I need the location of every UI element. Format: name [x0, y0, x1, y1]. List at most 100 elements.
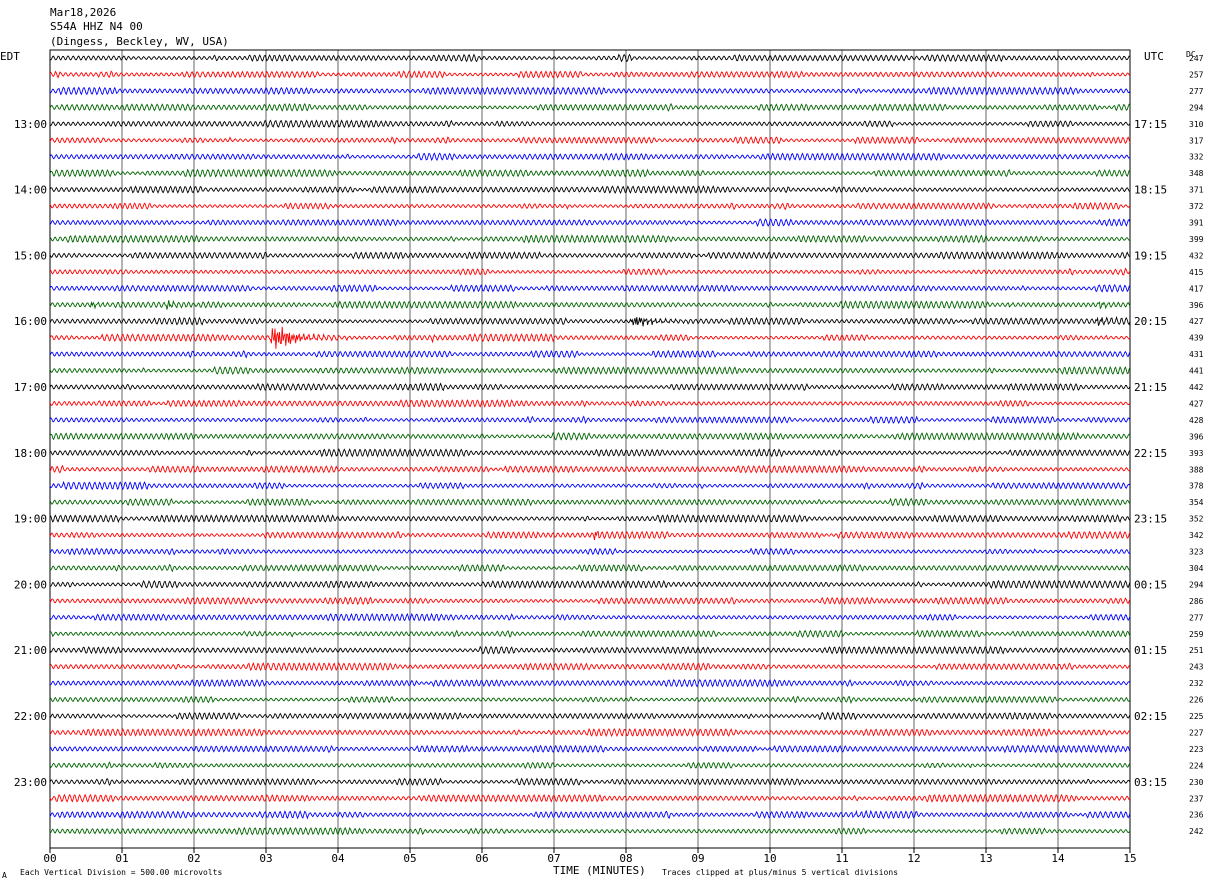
dc-offset-label: 224 — [1189, 761, 1204, 770]
trace-line — [49, 497, 1131, 507]
dc-offset-label: 388 — [1189, 465, 1204, 474]
trace-line — [49, 136, 1131, 145]
trace-line — [49, 777, 1131, 787]
x-axis-ticks: 00 01 02 03 04 05 06 07 08 09 10 11 12 13 14 15 — [43, 848, 1137, 865]
trace-line — [49, 382, 1131, 392]
edt-tick-label: 17:00 — [14, 381, 47, 394]
trace-line — [49, 447, 1131, 458]
utc-tick-label: 01:15 — [1134, 644, 1167, 657]
x-tick-label: 06 — [475, 852, 488, 865]
trace-line — [49, 727, 1131, 738]
utc-tick-label: 22:15 — [1134, 447, 1167, 460]
dc-offset-label: 251 — [1189, 646, 1204, 655]
x-tick-label: 10 — [763, 852, 776, 865]
dc-offset-label: 393 — [1189, 449, 1204, 458]
dc-offset-label: 304 — [1189, 564, 1204, 573]
dc-offset-label: 417 — [1189, 284, 1204, 293]
trace-line — [49, 315, 1131, 327]
trace-line — [49, 267, 1131, 276]
edt-tick-label: 22:00 — [14, 710, 47, 723]
dc-offset-label: 439 — [1189, 334, 1204, 343]
x-tick-label: 03 — [259, 852, 272, 865]
trace-line — [49, 152, 1131, 162]
header-date: Mar18,2026 — [50, 6, 116, 19]
trace-line — [49, 645, 1130, 655]
x-tick-label: 04 — [331, 852, 345, 865]
trace-line — [49, 218, 1131, 228]
dc-offset-label: 227 — [1189, 728, 1204, 737]
trace-line — [49, 464, 1131, 474]
trace-line — [49, 299, 1131, 310]
utc-axis-title: UTC — [1144, 50, 1164, 63]
x-tick-label: 05 — [403, 852, 416, 865]
trace-line — [49, 809, 1131, 820]
x-tick-label: 07 — [547, 852, 560, 865]
trace-line — [49, 612, 1131, 622]
trace-line — [49, 629, 1131, 639]
utc-tick-label: 00:15 — [1134, 578, 1167, 591]
trace-line — [49, 284, 1131, 293]
dc-offset-label: 259 — [1189, 630, 1204, 639]
trace-line — [49, 119, 1131, 129]
edt-axis-title: EDT — [0, 50, 20, 63]
edt-tick-label: 13:00 — [14, 118, 47, 131]
trace-line — [49, 250, 1131, 260]
trace-line — [49, 678, 1131, 688]
dc-offset-label: 442 — [1189, 383, 1204, 392]
trace-line — [49, 547, 1131, 556]
x-tick-label: 08 — [619, 852, 632, 865]
dc-offset-label: 277 — [1189, 613, 1204, 622]
dc-offset-label: 441 — [1189, 367, 1204, 376]
dc-offset-label: 396 — [1189, 432, 1204, 441]
trace-line — [49, 86, 1131, 96]
trace-line — [49, 70, 1131, 79]
dc-offset-label: 223 — [1189, 745, 1204, 754]
utc-tick-label: 23:15 — [1134, 513, 1167, 526]
dc-offset-label: 371 — [1189, 186, 1204, 195]
trace-line — [49, 711, 1131, 721]
dc-offset-label: 432 — [1189, 251, 1204, 260]
x-tick-label: 01 — [115, 852, 128, 865]
trace-line — [49, 761, 1131, 770]
edt-tick-labels: 13:00 14:00 15:00 16:00 17:00 18:00 19:00 20:00… — [14, 118, 47, 789]
x-tick-label: 11 — [835, 852, 848, 865]
trace-line — [49, 480, 1131, 491]
edt-tick-label: 15:00 — [14, 249, 47, 262]
x-tick-label: 15 — [1123, 852, 1136, 865]
trace-line — [49, 793, 1131, 803]
trace-line — [49, 431, 1131, 441]
x-tick-label: 02 — [187, 852, 200, 865]
trace-line — [49, 399, 1131, 408]
dc-offset-label: 391 — [1189, 219, 1204, 228]
dc-offset-label: 427 — [1189, 317, 1204, 326]
x-axis-label: TIME (MINUTES) — [553, 864, 646, 877]
edt-tick-label: 20:00 — [14, 578, 47, 591]
dc-column-title: DC — [1186, 50, 1196, 59]
trace-line — [49, 826, 1131, 836]
dc-offset-label: 294 — [1189, 580, 1204, 589]
dc-offset-label: 226 — [1189, 696, 1204, 705]
dc-offset-label: 399 — [1189, 235, 1204, 244]
dc-offset-label: 342 — [1189, 531, 1204, 540]
clip-note: Traces clipped at plus/minus 5 vertical … — [662, 868, 898, 877]
edt-tick-label: 21:00 — [14, 644, 47, 657]
trace-line — [49, 349, 1131, 359]
trace-line — [49, 185, 1131, 195]
dc-offset-labels: 247 257 277 294 310 317 332 348 371 372 391 399 432 4… — [1189, 54, 1204, 836]
trace-line — [49, 563, 1131, 573]
scale-note: Each Vertical Division = 500.00 microvol… — [20, 868, 222, 877]
x-tick-label: 09 — [691, 852, 704, 865]
corner-mark: A — [2, 871, 7, 880]
trace-line — [49, 365, 1131, 376]
dc-offset-label: 378 — [1189, 482, 1204, 491]
dc-offset-label: 232 — [1189, 679, 1204, 688]
dc-offset-label: 243 — [1189, 663, 1204, 672]
trace-line — [49, 168, 1131, 178]
grid-lines — [49, 49, 1131, 849]
dc-offset-label: 286 — [1189, 597, 1204, 606]
dc-offset-label: 294 — [1189, 103, 1204, 112]
trace-group — [49, 53, 1131, 836]
dc-offset-label: 225 — [1189, 712, 1204, 721]
trace-line — [49, 53, 1131, 63]
